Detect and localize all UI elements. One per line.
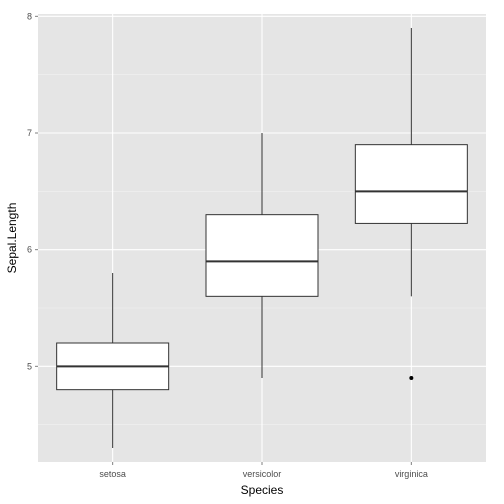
outlier-point [409,376,414,380]
y-tick-label: 5 [27,361,32,371]
x-tick-label: virginica [395,469,428,479]
axis-ticks: 5 6 7 8 setosa versicolor virginica [27,11,428,479]
y-tick-label: 8 [27,11,32,21]
x-tick-label: setosa [99,469,126,479]
x-tick-label: versicolor [243,469,282,479]
box-iqr [354,144,468,224]
box-setosa [56,273,170,448]
y-tick-label: 6 [27,245,32,255]
y-axis-title: Sepal.Length [5,203,19,274]
box-series [56,28,468,448]
x-axis-title: Species [241,483,284,497]
box-virginica [354,28,468,380]
box-versicolor [205,133,319,378]
y-tick-label: 7 [27,128,32,138]
box-iqr [205,214,319,297]
